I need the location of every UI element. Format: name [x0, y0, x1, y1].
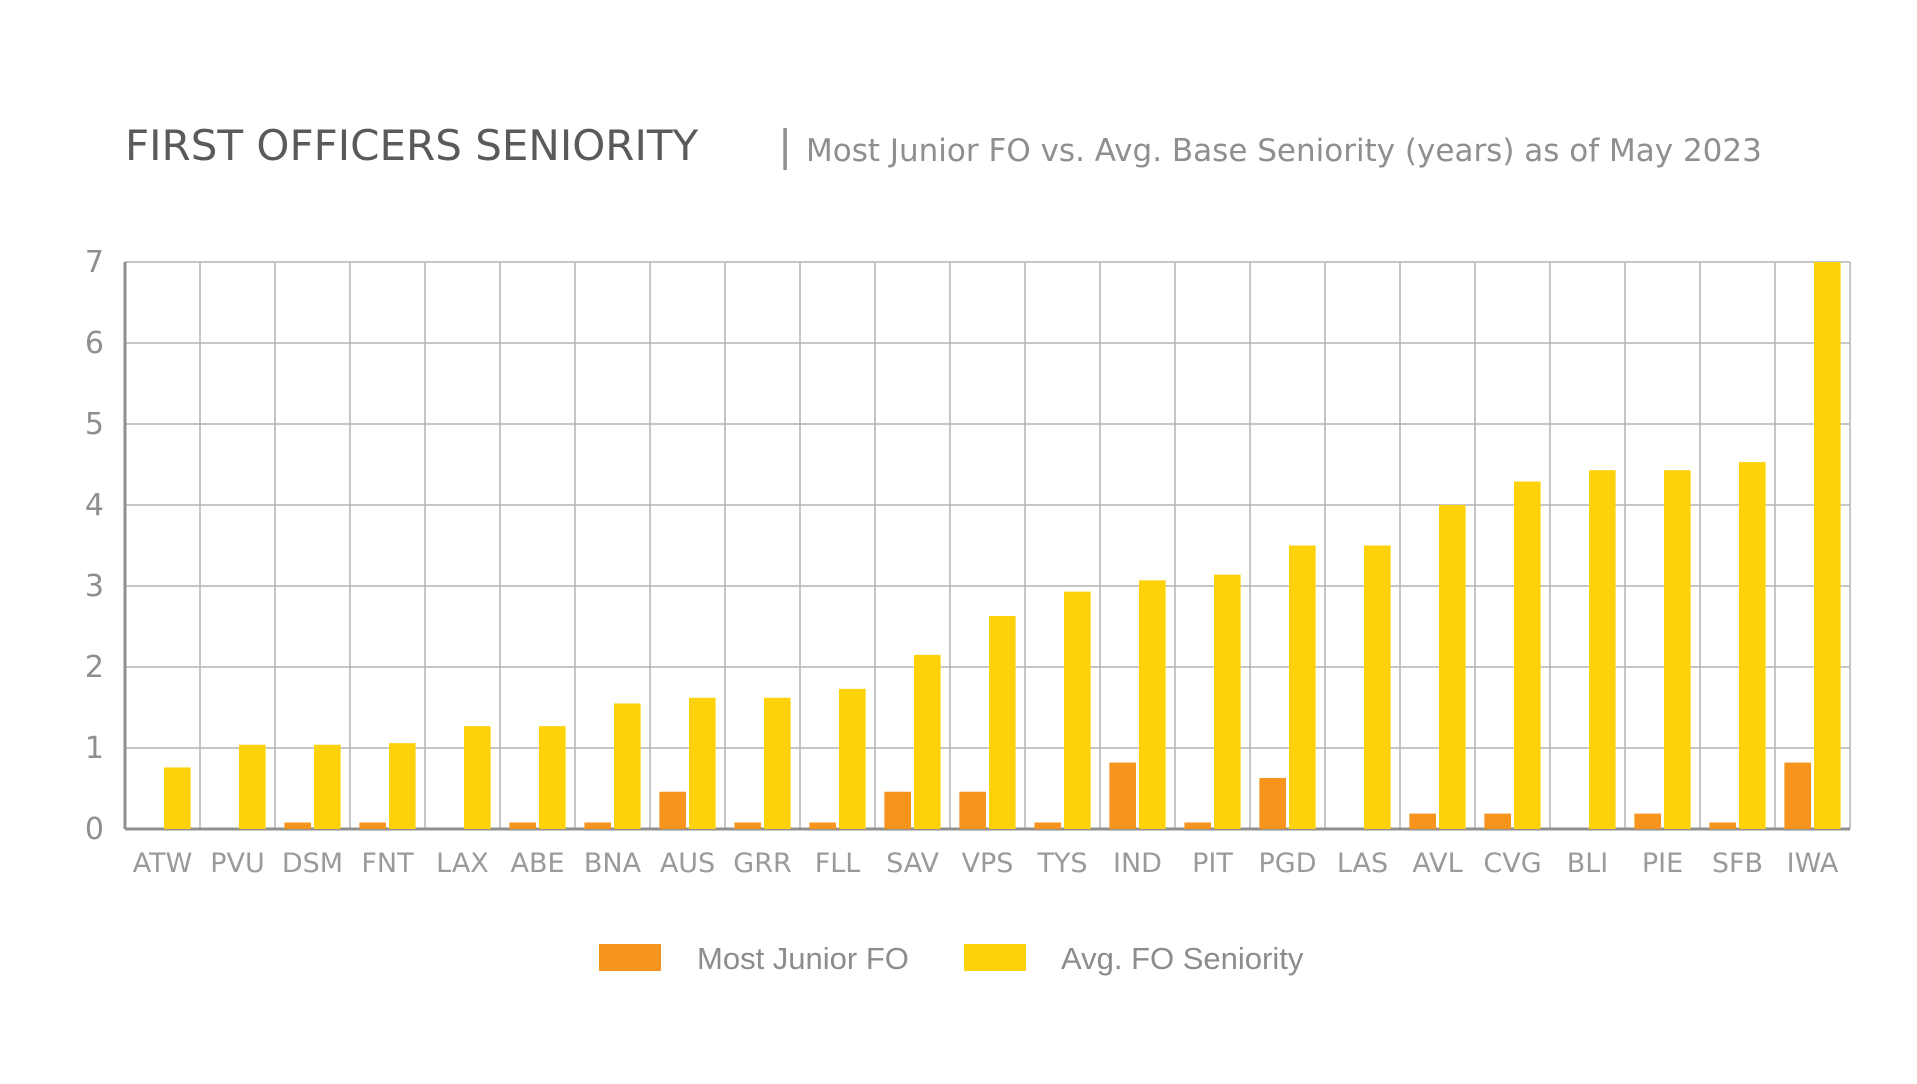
- chart-subtitle: Most Junior FO vs. Avg. Base Seniority (…: [806, 133, 1762, 169]
- bar-most-junior-fo-ind: [1109, 762, 1136, 829]
- grid: [123, 261, 1851, 831]
- bar-avg-fo-seniority-ind: [1139, 580, 1166, 829]
- bar-avg-fo-seniority-grr: [764, 697, 791, 829]
- y-tick-label: 0: [85, 812, 104, 847]
- bar-avg-fo-seniority-pit: [1214, 574, 1241, 829]
- legend-label-avg-fo-seniority: Avg. FO Seniority: [1061, 941, 1304, 976]
- chart-title: FIRST OFFICERS SENIORITY: [125, 121, 698, 170]
- y-tick-label: 5: [85, 407, 104, 442]
- bar-avg-fo-seniority-fll: [839, 688, 866, 829]
- bar-most-junior-fo-pie: [1634, 813, 1661, 829]
- x-tick-label: PGD: [1259, 848, 1317, 879]
- bar-avg-fo-seniority-pvu: [239, 744, 266, 829]
- x-tick-label: ABE: [510, 848, 564, 879]
- x-axis-ticks: ATW PVU DSM FNT LAX ABE BNA AUS GRR FLL SAV VPS TYS I…: [133, 848, 1839, 879]
- x-tick-label: GRR: [733, 848, 791, 879]
- chart-title-group: FIRST OFFICERS SENIORITY | Most Junior F…: [125, 121, 1762, 170]
- bar-avg-fo-seniority-las: [1364, 545, 1391, 829]
- bar-most-junior-fo-tys: [1034, 822, 1061, 829]
- bar-avg-fo-seniority-avl: [1439, 505, 1466, 829]
- bar-most-junior-fo-bna: [584, 822, 611, 829]
- x-tick-label: LAX: [436, 848, 489, 879]
- y-tick-label: 6: [85, 326, 104, 361]
- x-tick-label: PVU: [210, 848, 265, 879]
- x-tick-label: ATW: [133, 848, 193, 879]
- y-tick-label: 1: [85, 731, 104, 766]
- bar-avg-fo-seniority-sav: [914, 654, 941, 829]
- bar-most-junior-fo-sav: [884, 791, 911, 829]
- bar-avg-fo-seniority-tys: [1064, 591, 1091, 829]
- legend-label-most-junior-fo: Most Junior FO: [697, 941, 909, 976]
- x-tick-label: AUS: [660, 848, 715, 879]
- bar-avg-fo-seniority-abe: [539, 726, 566, 829]
- x-tick-label: SFB: [1712, 848, 1763, 879]
- x-tick-label: AVL: [1412, 848, 1462, 879]
- bar-avg-fo-seniority-bli: [1589, 470, 1616, 829]
- x-tick-label: FNT: [361, 848, 414, 879]
- bar-most-junior-fo-vps: [959, 791, 986, 829]
- bar-most-junior-fo-fnt: [359, 822, 386, 829]
- x-tick-label: BLI: [1567, 848, 1609, 879]
- bar-most-junior-fo-avl: [1409, 813, 1436, 829]
- bar-avg-fo-seniority-fnt: [389, 743, 416, 829]
- bar-most-junior-fo-pgd: [1259, 777, 1286, 829]
- bar-most-junior-fo-sfb: [1709, 822, 1736, 829]
- bar-most-junior-fo-iwa: [1784, 762, 1811, 829]
- bar-avg-fo-seniority-pie: [1664, 470, 1691, 829]
- x-tick-label: IND: [1113, 848, 1162, 879]
- bar-avg-fo-seniority-sfb: [1739, 462, 1766, 829]
- bar-most-junior-fo-abe: [509, 822, 536, 829]
- x-tick-label: PIT: [1192, 848, 1233, 879]
- legend-swatch-avg-fo-seniority: [964, 944, 1026, 971]
- x-tick-label: BNA: [584, 848, 642, 879]
- bar-avg-fo-seniority-bna: [614, 703, 641, 829]
- bar-most-junior-fo-grr: [734, 822, 761, 829]
- y-tick-label: 4: [85, 488, 104, 523]
- x-tick-label: VPS: [962, 848, 1014, 879]
- bar-avg-fo-seniority-pgd: [1289, 545, 1316, 829]
- bar-most-junior-fo-aus: [659, 791, 686, 829]
- x-tick-label: IWA: [1787, 848, 1839, 879]
- x-tick-label: TYS: [1036, 848, 1087, 879]
- x-tick-label: LAS: [1337, 848, 1388, 879]
- title-separator: |: [778, 121, 792, 170]
- legend-swatch-most-junior-fo: [599, 944, 661, 971]
- bar-most-junior-fo-fll: [809, 822, 836, 829]
- x-tick-label: DSM: [282, 848, 343, 879]
- y-axis-ticks: 0 1 2 3 4 5 6 7: [85, 245, 104, 847]
- bar-avg-fo-seniority-dsm: [314, 744, 341, 829]
- y-tick-label: 3: [85, 569, 104, 604]
- bars: [164, 262, 1841, 829]
- x-tick-label: FLL: [815, 848, 861, 879]
- bar-avg-fo-seniority-lax: [464, 726, 491, 829]
- y-tick-label: 7: [85, 245, 104, 280]
- x-tick-label: SAV: [886, 848, 939, 879]
- bar-avg-fo-seniority-iwa: [1814, 262, 1841, 829]
- bar-avg-fo-seniority-vps: [989, 615, 1016, 829]
- bar-most-junior-fo-dsm: [284, 822, 311, 829]
- legend: Most Junior FO Avg. FO Seniority: [599, 941, 1304, 976]
- bar-avg-fo-seniority-atw: [164, 767, 191, 829]
- bar-most-junior-fo-cvg: [1484, 813, 1511, 829]
- bar-most-junior-fo-pit: [1184, 822, 1211, 829]
- bar-avg-fo-seniority-aus: [689, 697, 716, 829]
- x-tick-label: PIE: [1642, 848, 1683, 879]
- x-tick-label: CVG: [1483, 848, 1541, 879]
- bar-avg-fo-seniority-cvg: [1514, 481, 1541, 829]
- y-tick-label: 2: [85, 650, 104, 685]
